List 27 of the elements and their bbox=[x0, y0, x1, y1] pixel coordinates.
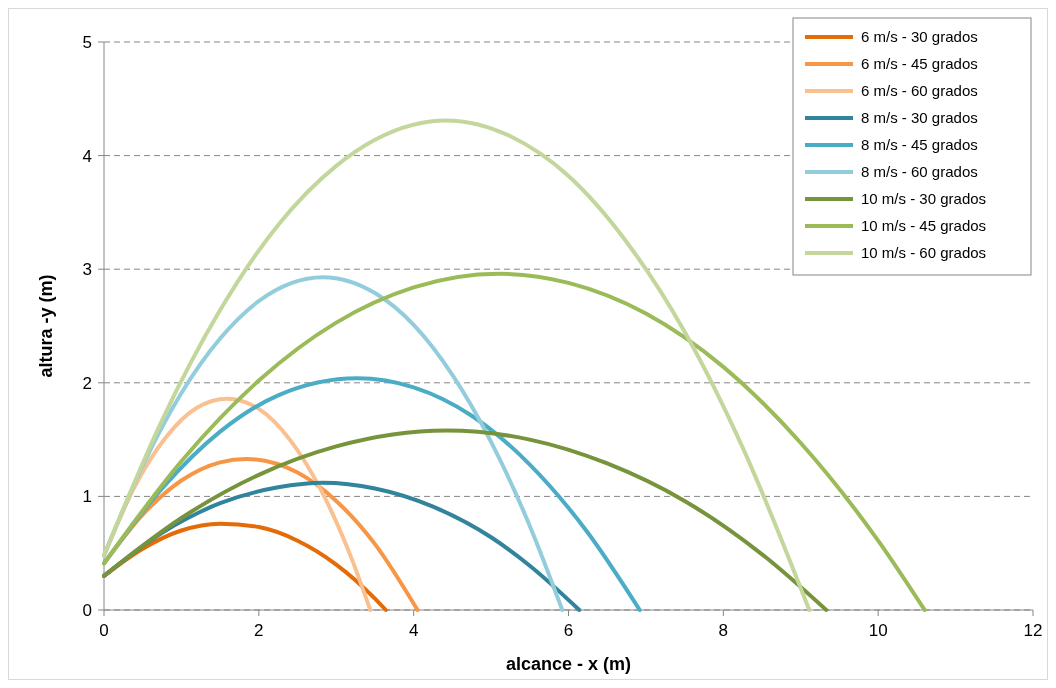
legend-label: 10 m/s - 30 grados bbox=[861, 190, 987, 208]
legend-label: 8 m/s - 30 grados bbox=[861, 109, 978, 127]
x-tick-label: 12 bbox=[1023, 621, 1043, 640]
y-tick-label: 5 bbox=[82, 32, 92, 52]
x-tick-label: 4 bbox=[408, 621, 419, 640]
legend-label: 6 m/s - 60 grados bbox=[861, 82, 978, 100]
line-series bbox=[102, 271, 927, 612]
legend-label: 10 m/s - 60 grados bbox=[861, 244, 987, 262]
x-axis-title: alcance - x (m) bbox=[505, 654, 632, 674]
y-tick-label: 3 bbox=[82, 260, 92, 280]
y-tick-label: 2 bbox=[82, 373, 92, 393]
x-tick-label: 6 bbox=[563, 621, 574, 640]
x-tick-label: 0 bbox=[99, 621, 109, 640]
line-series bbox=[102, 428, 829, 612]
y-tick-label: 4 bbox=[82, 146, 92, 166]
legend-label: 8 m/s - 60 grados bbox=[861, 163, 978, 181]
x-tick-label: 2 bbox=[254, 621, 264, 640]
x-tick-label: 10 bbox=[868, 621, 888, 640]
legend-label: 6 m/s - 45 grados bbox=[861, 55, 978, 73]
y-tick-label: 1 bbox=[82, 487, 92, 507]
x-tick-label: 8 bbox=[718, 621, 729, 640]
y-tick-label: 0 bbox=[82, 600, 92, 620]
legend-label: 10 m/s - 45 grados bbox=[861, 217, 987, 235]
line-series bbox=[102, 118, 812, 612]
legend-label: 8 m/s - 45 grados bbox=[861, 136, 978, 154]
legend-label: 6 m/s - 30 grados bbox=[861, 28, 978, 46]
y-axis-title: altura -y (m) bbox=[36, 274, 56, 378]
